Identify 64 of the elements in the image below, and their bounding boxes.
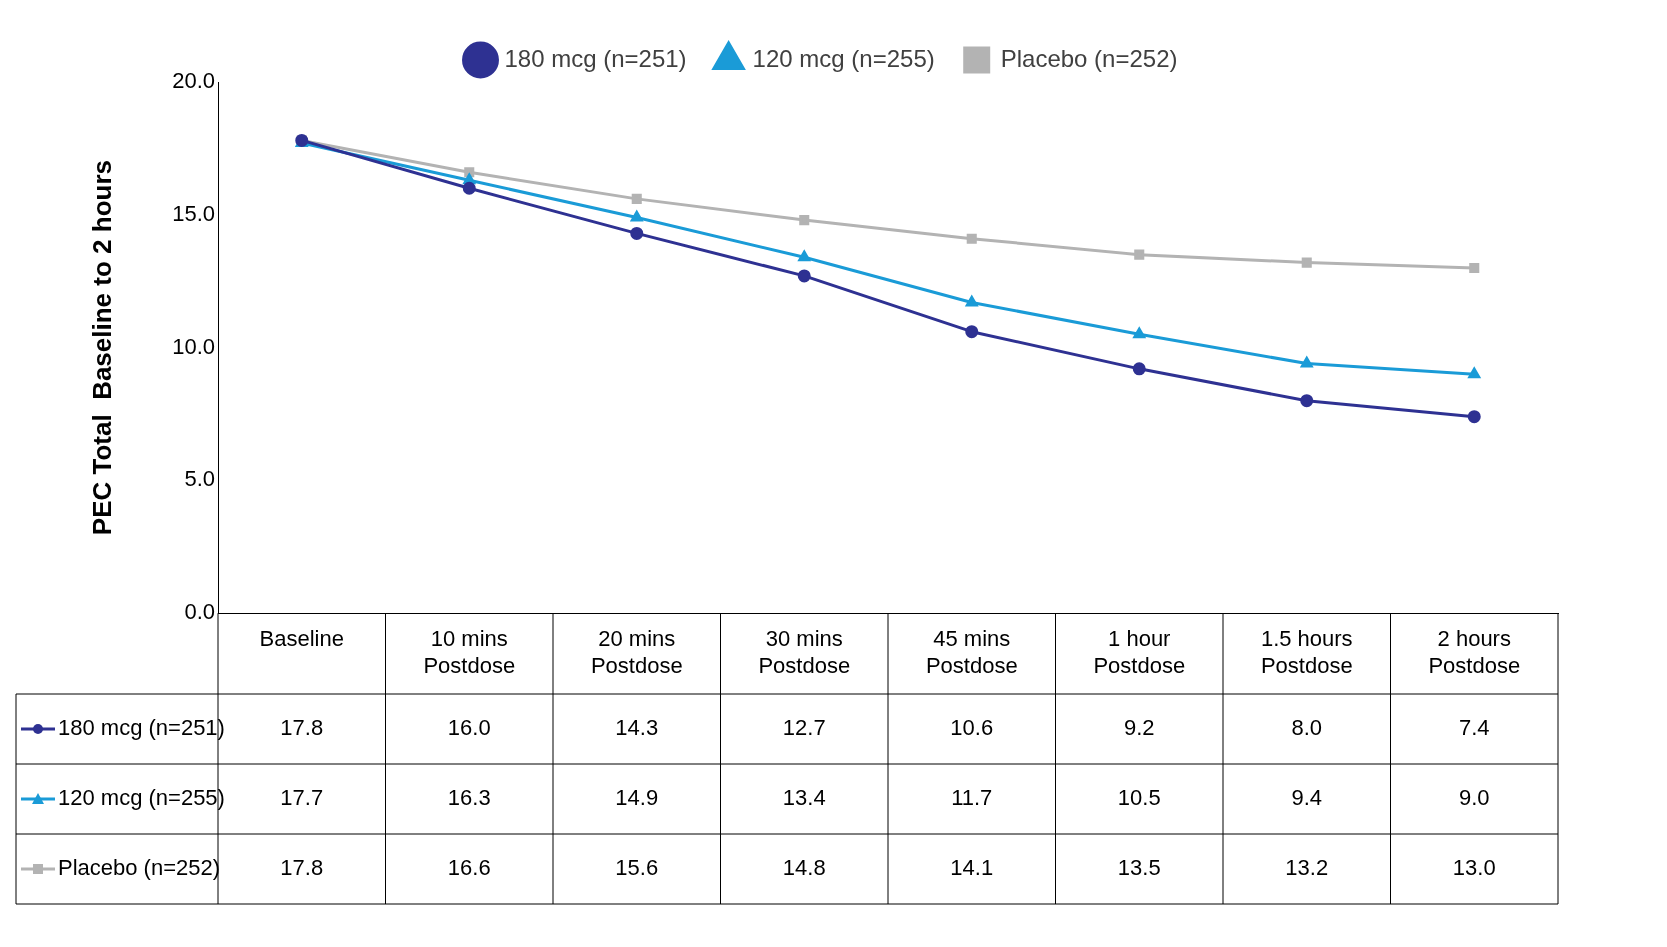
data-label: 9.4: [1291, 785, 1323, 811]
x-tick-label: 2 hours Postdose: [1428, 626, 1521, 678]
y-tick-label: 10.0: [172, 333, 215, 359]
data-label: 13.0: [1452, 855, 1496, 881]
legend-label: Placebo (n=252): [1000, 44, 1178, 72]
point: [631, 193, 642, 204]
y-tick-label: 0.0: [184, 599, 215, 625]
point: [797, 269, 811, 283]
data-label: 7.4: [1458, 715, 1490, 741]
point: [1469, 262, 1480, 273]
data-label: 9.2: [1123, 715, 1155, 741]
x-tick-label: 10 mins Postdose: [423, 626, 516, 678]
point: [464, 167, 475, 178]
x-tick-label: Baseline: [259, 626, 344, 652]
data-label: 8.0: [1291, 715, 1323, 741]
data-label: 13.4: [782, 785, 826, 811]
text: Placebo (n=252): [58, 855, 221, 881]
y-tick-label: 20.0: [172, 68, 215, 94]
data-label: 16.0: [447, 715, 491, 741]
point: [799, 215, 810, 226]
data-label: 17.7: [280, 785, 324, 811]
point: [965, 325, 979, 339]
data-label: 10.5: [1117, 785, 1161, 811]
data-label: 16.3: [447, 785, 491, 811]
data-label: 10.6: [950, 715, 994, 741]
point: [1132, 362, 1146, 376]
y-axis-title: PEC Total Baseline to 2 hours: [86, 160, 117, 536]
text: 120 mcg (n=255): [58, 785, 225, 811]
point: [1134, 249, 1145, 260]
x-tick-label: 1.5 hours Postdose: [1260, 626, 1353, 678]
point: [462, 181, 476, 195]
point: [1467, 410, 1481, 424]
point: [463, 173, 476, 185]
data-label: 13.5: [1117, 855, 1161, 881]
y-tick-label: 15.0: [172, 200, 215, 226]
legend-label: 180 mcg (n=251): [504, 44, 687, 72]
data-label: 11.7: [951, 785, 993, 811]
point: [1468, 367, 1481, 379]
data-label: 14.9: [615, 785, 659, 811]
data-label: 9.0: [1458, 785, 1490, 811]
data-label: 15.6: [615, 855, 659, 881]
data-label: 14.3: [615, 715, 659, 741]
data-label: 14.8: [782, 855, 826, 881]
point: [1301, 257, 1312, 268]
data-label: 17.8: [280, 855, 324, 881]
y-tick-label: 5.0: [184, 466, 215, 492]
x-tick-label: 1 hour Postdose: [1093, 626, 1186, 678]
point: [1300, 394, 1314, 408]
data-label: 13.2: [1285, 855, 1329, 881]
point: [1133, 327, 1146, 339]
legend-label: 120 mcg (n=255): [752, 44, 935, 72]
x-tick-label: 45 mins Postdose: [925, 626, 1018, 678]
data-label: 17.8: [280, 715, 324, 741]
data-label: 16.6: [447, 855, 491, 881]
point: [966, 233, 977, 244]
text: 180 mcg (n=251): [58, 715, 225, 741]
data-label: 14.1: [950, 855, 994, 881]
data-label: 12.7: [782, 715, 826, 741]
x-tick-label: 30 mins Postdose: [758, 626, 851, 678]
point: [630, 210, 643, 222]
point: [798, 250, 811, 262]
point: [630, 226, 644, 240]
x-tick-label: 20 mins Postdose: [590, 626, 683, 678]
point: [965, 295, 978, 307]
